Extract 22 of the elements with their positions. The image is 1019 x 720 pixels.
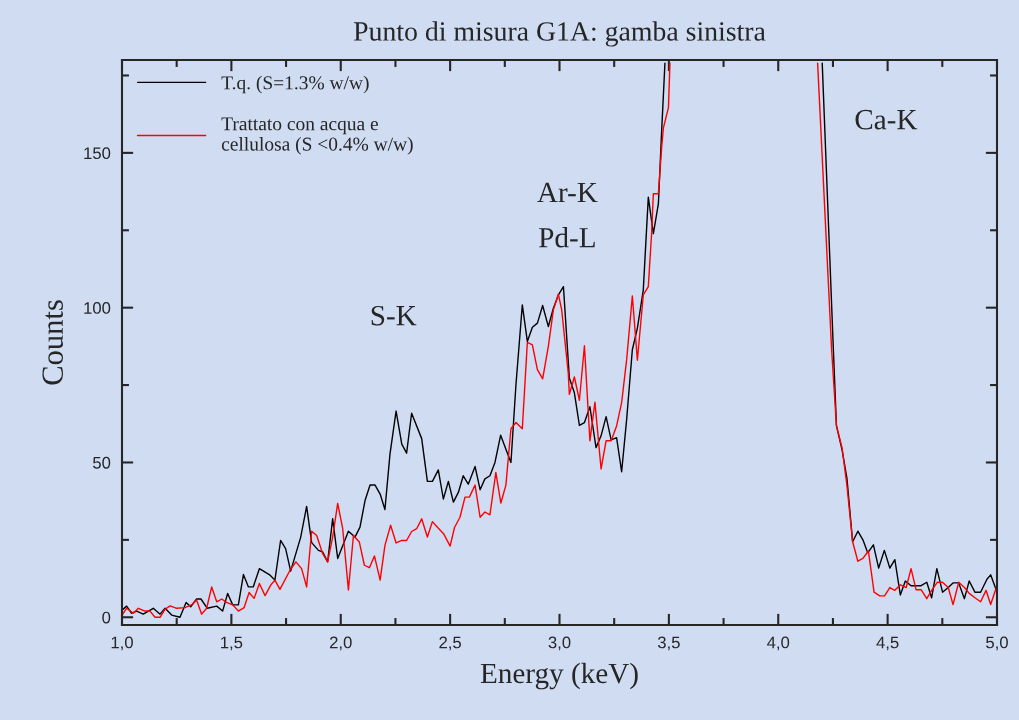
x-tick-label: 1,0 xyxy=(111,636,133,651)
legend-label: Trattato con acqua e cellulosa (S <0.4% w/w) xyxy=(221,117,413,155)
y-tick-label: 50 xyxy=(93,456,111,469)
y-tick-label: 150 xyxy=(84,147,111,160)
x-tick-label: 3,0 xyxy=(548,636,571,651)
annotation: Ar-K xyxy=(537,182,598,203)
x-tick-label: 4,0 xyxy=(767,636,790,651)
chart-title: Punto di misura G1A: gamba sinistra xyxy=(353,21,766,47)
y-tick-label: 0 xyxy=(102,611,111,624)
annotation: Pd-L xyxy=(539,227,595,248)
x-tick-label: 2,5 xyxy=(439,636,462,651)
annotation: Ca-K xyxy=(855,109,918,130)
annotation: S-K xyxy=(371,305,417,326)
legend-label: T.q. (S=1.3% w/w) xyxy=(221,75,369,94)
x-tick-label: 4,5 xyxy=(876,636,899,651)
y-axis-title: Counts xyxy=(42,300,63,385)
x-tick-label: 2,0 xyxy=(330,636,352,651)
y-tick-label: 100 xyxy=(84,302,111,314)
x-tick-label: 1,5 xyxy=(221,636,243,651)
x-axis-title: Energy (keV) xyxy=(480,662,638,690)
x-tick-label: 5,0 xyxy=(986,636,1008,651)
x-tick-label: 3,5 xyxy=(657,636,680,651)
